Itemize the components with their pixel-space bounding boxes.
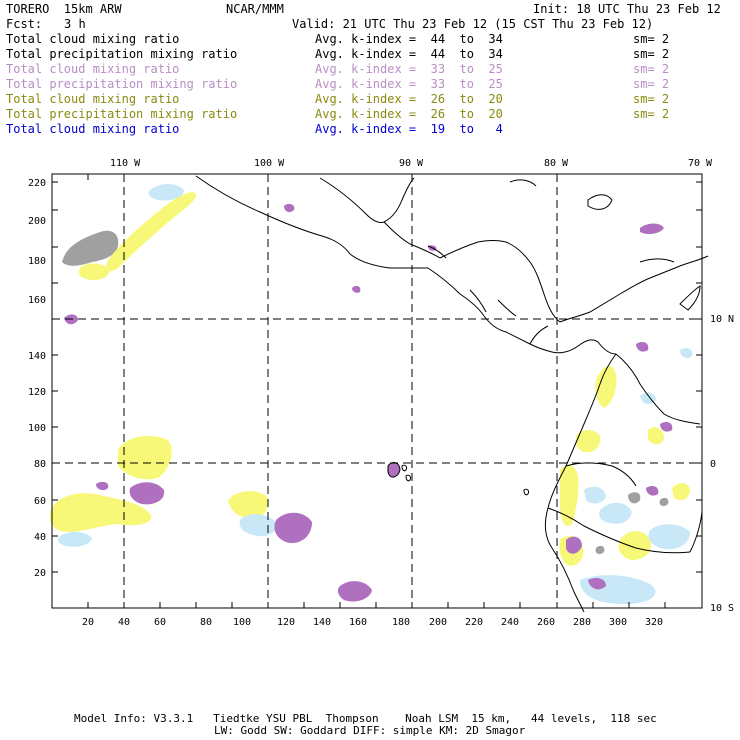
lon-label: 100 W	[254, 158, 285, 169]
x-tick-label: 80	[200, 617, 212, 628]
lat-label: 10 S	[710, 603, 734, 614]
x-tick-labels: 20 40 60 80 100 120 140 160 180 200 220 …	[82, 617, 663, 628]
lat-label: 0	[710, 459, 716, 470]
y-tick-label: 40	[34, 532, 46, 543]
legend-smoothing: sm= 2	[633, 62, 670, 76]
legend-smoothing: sm= 2	[633, 47, 670, 61]
legend-field: Total cloud mixing ratio	[6, 92, 180, 106]
yellow-cloud-fields	[50, 192, 690, 566]
x-tick-label: 320	[645, 617, 663, 628]
coastlines	[195, 175, 709, 613]
y-tick-label: 80	[34, 459, 46, 470]
legend-kindex: Avg. k-index = 19 to 4	[315, 122, 503, 136]
legend-kindex: Avg. k-index = 44 to 34	[315, 47, 503, 61]
y-tick-label: 220	[28, 178, 46, 189]
lon-label: 110 W	[110, 158, 141, 169]
x-tick-label: 260	[537, 617, 555, 628]
legend-field: Total cloud mixing ratio	[6, 62, 180, 76]
y-tick-label: 120	[28, 387, 46, 398]
legend-smoothing: sm= 2	[633, 77, 670, 91]
legend-kindex: Avg. k-index = 33 to 25	[315, 62, 503, 76]
x-tick-label: 280	[573, 617, 591, 628]
legend-kindex: Avg. k-index = 26 to 20	[315, 92, 503, 106]
y-tick-label: 140	[28, 351, 46, 362]
x-tick-label: 160	[349, 617, 367, 628]
legend-row: Total precipitation mixing ratio Avg. k-…	[6, 107, 736, 122]
forecast-value: 3 h	[64, 17, 86, 31]
x-tick-label: 200	[429, 617, 447, 628]
purple-cloud-fields	[64, 203, 673, 602]
y-tick-label: 20	[34, 568, 46, 579]
y-tick-labels: 20 40 60 80 100 120 140 160 180 200 220	[28, 178, 46, 579]
y-tick-label: 100	[28, 423, 46, 434]
init-time: Init: 18 UTC Thu 23 Feb 12	[533, 2, 721, 16]
legend-field: Total precipitation mixing ratio	[6, 107, 238, 121]
x-axis	[87, 174, 666, 608]
x-tick-label: 140	[313, 617, 331, 628]
gray-cloud-fields	[62, 230, 669, 555]
legend-row: Total precipitation mixing ratio Avg. k-…	[6, 47, 736, 62]
x-tick-label: 100	[233, 617, 251, 628]
x-tick-label: 20	[82, 617, 94, 628]
x-tick-label: 240	[501, 617, 519, 628]
weather-map: 110 W 100 W 90 W 80 W 70 W 10 N 0 10 S	[28, 158, 734, 628]
lon-label: 80 W	[544, 158, 569, 169]
legend-row: Total cloud mixing ratio Avg. k-index = …	[6, 122, 736, 137]
legend-smoothing: sm= 2	[633, 107, 670, 121]
legend-kindex: Avg. k-index = 33 to 25	[315, 77, 503, 91]
y-axis	[52, 181, 702, 573]
physics-info-line: LW: Godd SW: Goddard DIFF: simple KM: 2D…	[214, 724, 526, 737]
org-label: NCAR/MMM	[226, 2, 284, 16]
legend-row: Total cloud mixing ratio Avg. k-index = …	[6, 92, 736, 107]
legend-field: Total precipitation mixing ratio	[6, 47, 238, 61]
latlon-grid	[52, 174, 702, 608]
x-tick-label: 220	[465, 617, 483, 628]
x-tick-label: 120	[277, 617, 295, 628]
legend-row: Total cloud mixing ratio Avg. k-index = …	[6, 62, 736, 77]
lon-label: 90 W	[399, 158, 424, 169]
legend-kindex: Avg. k-index = 26 to 20	[315, 107, 503, 121]
x-tick-label: 60	[154, 617, 166, 628]
y-tick-label: 180	[28, 256, 46, 267]
legend-field: Total cloud mixing ratio	[6, 122, 180, 136]
lat-label: 10 N	[710, 314, 734, 325]
legend-kindex: Avg. k-index = 44 to 34	[315, 32, 503, 46]
legend-field: Total precipitation mixing ratio	[6, 77, 238, 91]
legend-row: Total cloud mixing ratio Avg. k-index = …	[6, 32, 736, 47]
y-tick-label: 200	[28, 216, 46, 227]
y-tick-label: 60	[34, 496, 46, 507]
x-tick-label: 40	[118, 617, 130, 628]
model-title: TORERO 15km ARW	[6, 2, 122, 16]
legend-row: Total precipitation mixing ratio Avg. k-…	[6, 77, 736, 92]
x-tick-label: 300	[609, 617, 627, 628]
forecast-label: Fcst:	[6, 17, 43, 31]
y-tick-label: 160	[28, 295, 46, 306]
legend-smoothing: sm= 2	[633, 32, 670, 46]
x-tick-label: 180	[392, 617, 410, 628]
legend-smoothing: sm= 2	[633, 92, 670, 106]
lon-label: 70 W	[688, 158, 713, 169]
model-info-line: Model Info: V3.3.1 Tiedtke YSU PBL Thomp…	[74, 712, 657, 725]
legend-field: Total cloud mixing ratio	[6, 32, 180, 46]
valid-time: Valid: 21 UTC Thu 23 Feb 12 (15 CST Thu …	[292, 17, 654, 31]
